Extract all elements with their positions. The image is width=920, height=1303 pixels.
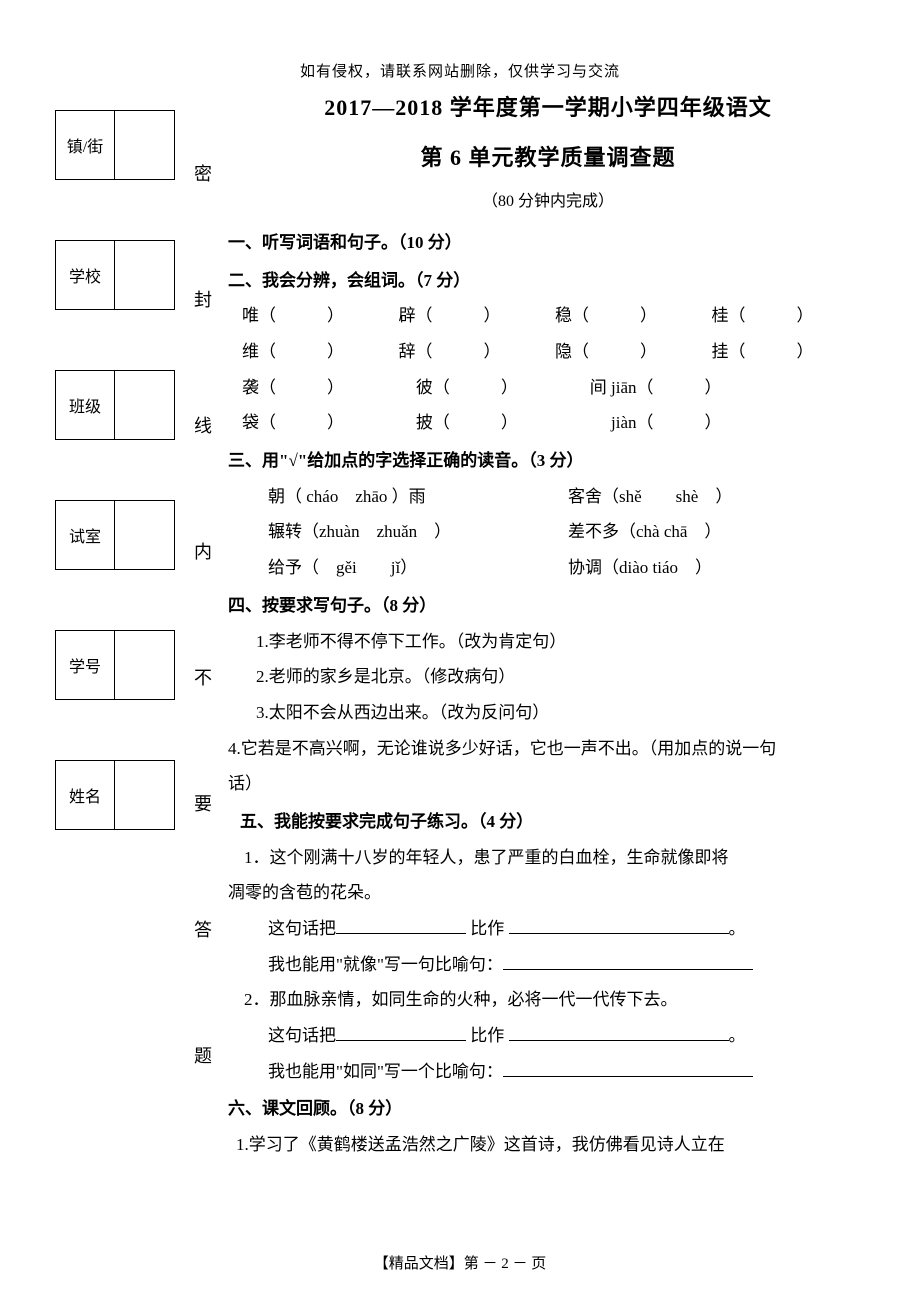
seal-char: 线	[188, 412, 218, 438]
main-content: 2017—2018 学年度第一学期小学四年级语文 第 6 单元教学质量调查题 （…	[228, 85, 868, 1163]
q5-line: 2．那血脉亲情，如同生命的火种，必将一代一代传下去。	[228, 982, 868, 1018]
title-line-2: 第 6 单元教学质量调查题	[228, 135, 868, 181]
s2-cell: 彼（ ）	[416, 370, 590, 406]
page: 如有侵权，请联系网站删除，仅供学习与交流 镇/街 学校 班级 试室 学号 姓名 …	[0, 0, 920, 1303]
q4-item: 3.太阳不会从西边出来。（改为反问句）	[228, 695, 868, 731]
s3-row: 朝（ cháo zhāo ）雨客舍（shě shè ）	[268, 479, 868, 515]
section-6-head: 六、课文回顾。（8 分）	[228, 1091, 868, 1127]
s3-left: 辗转（zhuàn zhuǎn ）	[268, 514, 568, 550]
section-1-head: 一、听写词语和句子。（10 分）	[228, 225, 868, 261]
info-value[interactable]	[115, 500, 175, 570]
s2-cell: 辟（ ）	[399, 298, 556, 334]
q5-blank-line: 我也能用"就像"写一句比喻句：	[228, 947, 868, 983]
q5-blank-line: 这句话把 比作 。	[228, 911, 868, 947]
info-label: 学号	[55, 630, 115, 700]
info-value[interactable]	[115, 110, 175, 180]
seal-char: 题	[188, 1042, 218, 1068]
seal-line-column: 密 封 线 内 不 要 答 题	[188, 160, 218, 1168]
s2-cell: 挂（ ）	[712, 334, 869, 370]
s2-cell: 间 jiān（ ）	[590, 370, 868, 406]
text: 我也能用"如同"写一个比喻句：	[268, 1062, 503, 1081]
info-value[interactable]	[115, 370, 175, 440]
s2-cell: 维（ ）	[242, 334, 399, 370]
s2-cell: 袭（ ）	[242, 370, 416, 406]
info-label: 班级	[55, 370, 115, 440]
s2-cell: 披（ ）	[416, 405, 590, 441]
section-5-body: 1．这个刚满十八岁的年轻人，患了严重的白血栓，生命就像即将 凋零的含苞的花朵。 …	[228, 840, 868, 1090]
blank-field[interactable]	[503, 953, 753, 970]
text: 我也能用"就像"写一句比喻句：	[268, 955, 503, 974]
q4-item: 话）	[228, 766, 868, 802]
copyright-notice: 如有侵权，请联系网站删除，仅供学习与交流	[40, 60, 880, 81]
text: 比作	[470, 1026, 508, 1045]
q5-line: 凋零的含苞的花朵。	[228, 875, 868, 911]
s2-cell: 辞（ ）	[399, 334, 556, 370]
section-2-body: 唯（ ）辟（ ）稳（ ）桂（ ）维（ ）辞（ ）隐（ ）挂（ ）袭（ ）彼（ ）…	[228, 298, 868, 441]
s3-row: 给予（ gěi jǐ）协调（diào tiáo ）	[268, 550, 868, 586]
s3-right: 差不多（chà chā ）	[568, 514, 868, 550]
info-label: 姓名	[55, 760, 115, 830]
text: 这句话把	[268, 919, 336, 938]
section-4-head: 四、按要求写句子。（8 分）	[228, 588, 868, 624]
q5-line: 1．这个刚满十八岁的年轻人，患了严重的白血栓，生命就像即将	[228, 840, 868, 876]
blank-field[interactable]	[336, 917, 466, 934]
q4-item: 4.它若是不高兴啊，无论谁说多少好话，它也一声不出。（用加点的说一句	[228, 731, 868, 767]
s2-row: 唯（ ）辟（ ）稳（ ）桂（ ）	[228, 298, 868, 334]
s3-right: 协调（diào tiáo ）	[568, 550, 868, 586]
page-footer: 【精品文档】第 － 2 － 页	[0, 1252, 920, 1273]
s2-cell: 稳（ ）	[555, 298, 712, 334]
section-3-head: 三、用"√"给加点的字选择正确的读音。（3 分）	[228, 443, 868, 479]
blank-field[interactable]	[503, 1060, 753, 1077]
seal-char: 要	[188, 790, 218, 816]
section-4-body: 1.李老师不得不停下工作。（改为肯定句） 2.老师的家乡是北京。（修改病句） 3…	[228, 624, 868, 802]
q4-item: 2.老师的家乡是北京。（修改病句）	[228, 659, 868, 695]
s2-cell: 唯（ ）	[242, 298, 399, 334]
blank-field[interactable]	[509, 1024, 729, 1041]
q5-blank-line: 这句话把 比作 。	[228, 1018, 868, 1054]
seal-char: 封	[188, 286, 218, 312]
s3-row: 辗转（zhuàn zhuǎn ）差不多（chà chā ）	[268, 514, 868, 550]
s3-left: 给予（ gěi jǐ）	[268, 550, 568, 586]
s3-right: 客舍（shě shè ）	[568, 479, 868, 515]
title-line-1: 2017—2018 学年度第一学期小学四年级语文	[228, 85, 868, 131]
blank-field[interactable]	[509, 917, 729, 934]
timing-note: （80 分钟内完成）	[228, 185, 868, 219]
seal-char: 不	[188, 664, 218, 690]
seal-char: 密	[188, 160, 218, 186]
q4-item: 1.李老师不得不停下工作。（改为肯定句）	[228, 624, 868, 660]
text: 这句话把	[268, 1026, 336, 1045]
q5-blank-line: 我也能用"如同"写一个比喻句：	[228, 1054, 868, 1090]
section-2-head: 二、我会分辨，会组词。（7 分）	[228, 263, 868, 299]
s2-cell: jiàn（ ）	[590, 405, 868, 441]
blank-field[interactable]	[336, 1024, 466, 1041]
info-value[interactable]	[115, 240, 175, 310]
s2-row: 袭（ ）彼（ ）间 jiān（ ）	[228, 370, 868, 406]
info-value[interactable]	[115, 760, 175, 830]
s2-cell: 袋（ ）	[242, 405, 416, 441]
text: 比作	[470, 919, 508, 938]
s2-cell: 桂（ ）	[712, 298, 869, 334]
info-label: 镇/街	[55, 110, 115, 180]
s3-left: 朝（ cháo zhāo ）雨	[268, 479, 568, 515]
section-3-body: 朝（ cháo zhāo ）雨客舍（shě shè ）辗转（zhuàn zhuǎ…	[228, 479, 868, 586]
s2-row: 袋（ ）披（ ） jiàn（ ）	[228, 405, 868, 441]
info-label: 试室	[55, 500, 115, 570]
info-label: 学校	[55, 240, 115, 310]
q6-line: 1.学习了《黄鹤楼送孟浩然之广陵》这首诗，我仿佛看见诗人立在	[228, 1127, 868, 1163]
info-value[interactable]	[115, 630, 175, 700]
seal-char: 内	[188, 538, 218, 564]
section-5-head: 五、我能按要求完成句子练习。（4 分）	[228, 804, 868, 840]
seal-char: 答	[188, 916, 218, 942]
s2-cell: 隐（ ）	[555, 334, 712, 370]
s2-row: 维（ ）辞（ ）隐（ ）挂（ ）	[228, 334, 868, 370]
